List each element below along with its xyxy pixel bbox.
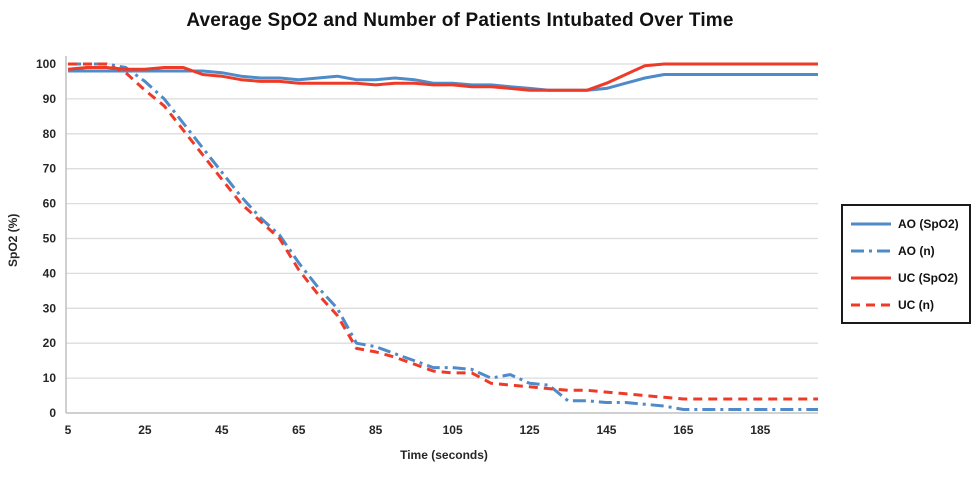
legend-item-ao-n: AO (n) (849, 244, 963, 258)
x-tick-label: 5 (65, 423, 72, 437)
legend-item-uc-n: UC (n) (849, 298, 963, 312)
series-line-uc-spo2 (67, 62, 818, 92)
x-tick-label: 145 (596, 423, 616, 437)
y-tick-label: 20 (43, 336, 57, 350)
y-tick-label: 50 (43, 232, 57, 246)
x-tick-label: 185 (750, 423, 770, 437)
y-tick-label: 10 (43, 371, 57, 385)
x-axis-title: Time (seconds) (400, 448, 488, 462)
x-tick-label: 165 (673, 423, 693, 437)
legend-label-uc-spo2: UC (SpO2) (898, 270, 958, 285)
y-tick-label: 40 (43, 266, 57, 280)
y-tick-label: 30 (43, 301, 57, 315)
legend-label-uc-n: UC (n) (898, 297, 934, 312)
x-tick-label: 85 (369, 423, 383, 437)
x-tick-label: 25 (138, 423, 152, 437)
legend-label-ao-spo2: AO (SpO2) (898, 216, 959, 231)
x-tick-label: 45 (215, 423, 229, 437)
x-tick-label: 65 (292, 423, 306, 437)
x-tick-label: 105 (443, 423, 463, 437)
series-line-uc-n (68, 62, 818, 401)
y-axis-title: SpO2 (%) (6, 213, 20, 267)
y-tick-label: 100 (36, 57, 56, 71)
legend-item-uc-spo2: UC (SpO2) (849, 271, 963, 285)
y-tick-label: 0 (49, 406, 56, 420)
legend-line-sample-uc-n (851, 303, 891, 306)
y-tick-label: 60 (43, 197, 57, 211)
legend: AO (SpO2) AO (n) UC (SpO2) UC (n) (841, 204, 971, 324)
legend-item-ao-spo2: AO (SpO2) (849, 217, 963, 231)
series-line-ao-n (68, 62, 818, 411)
x-tick-label: 125 (520, 423, 540, 437)
y-tick-label: 80 (43, 127, 57, 141)
legend-line-sample-ao-n (851, 249, 891, 252)
chart-title: Average SpO2 and Number of Patients Intu… (186, 10, 734, 31)
legend-label-ao-n: AO (n) (898, 243, 935, 258)
legend-line-sample-uc-spo2 (851, 276, 891, 279)
y-tick-label: 90 (43, 92, 57, 106)
series-line-ao-spo2 (68, 69, 818, 92)
legend-line-sample-ao-spo2 (851, 222, 891, 225)
y-tick-label: 70 (43, 162, 57, 176)
